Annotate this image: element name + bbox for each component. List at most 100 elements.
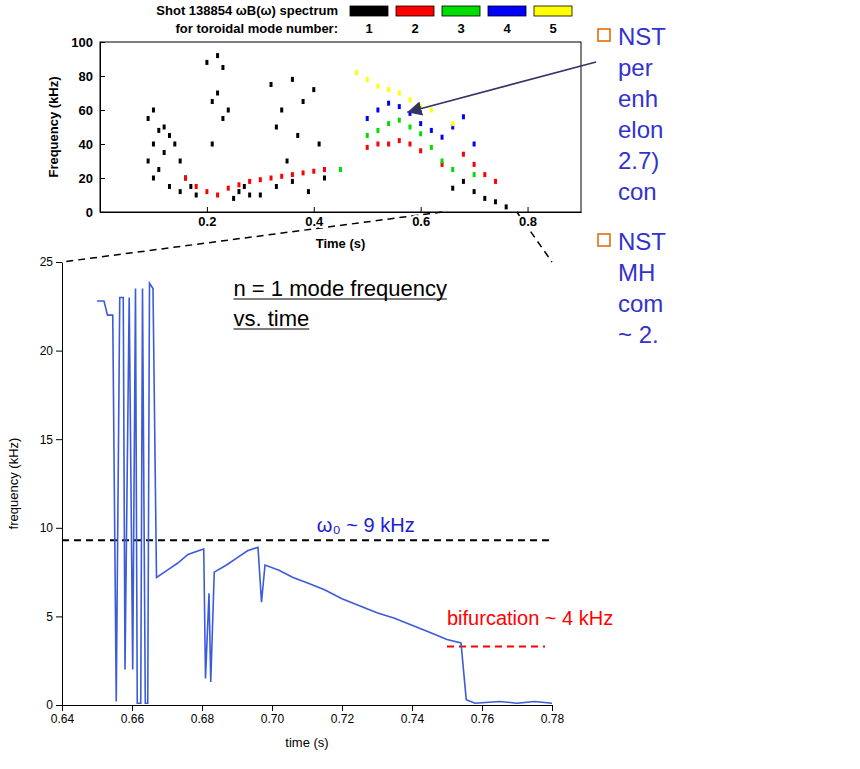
data-point (147, 116, 150, 121)
title-underline (234, 298, 447, 299)
data-point (307, 189, 310, 194)
data-point (376, 84, 379, 89)
tick: 0.4 (305, 207, 324, 229)
tick-label: 0.74 (401, 712, 425, 726)
slide-canvas: 0.20.40.60.8020406080100Time (s)Frequenc… (0, 0, 860, 769)
legend-swatch (488, 6, 526, 16)
tick-mark (100, 76, 105, 77)
tick-mark (207, 207, 208, 212)
tick-mark (412, 705, 413, 711)
tick-mark (314, 207, 315, 212)
tick-label: 25 (40, 255, 54, 269)
tick: 0.8 (519, 207, 537, 229)
data-point (366, 133, 369, 138)
data-point (483, 196, 486, 201)
data-point (152, 176, 155, 181)
data-point (387, 142, 390, 147)
data-point (408, 97, 411, 102)
data-point (376, 128, 379, 133)
tick: 80 (79, 69, 105, 84)
data-point (232, 196, 235, 201)
data-point (451, 121, 454, 126)
data-point (291, 179, 294, 184)
data-point (168, 133, 171, 138)
data-point (430, 128, 433, 133)
data-point (323, 167, 326, 172)
data-point (248, 179, 251, 184)
tick-label: 0.76 (471, 712, 495, 726)
data-point (419, 121, 422, 126)
legend-label: 2 (411, 21, 418, 36)
data-point (173, 142, 176, 147)
data-point (280, 108, 283, 113)
tick-label: 0.6 (412, 214, 430, 229)
data-point (291, 172, 294, 177)
tick: 20 (40, 344, 62, 358)
axis-title: Time (s) (316, 236, 366, 251)
tick-mark (100, 42, 105, 43)
axis: 0.640.660.680.700.720.740.760.78 (51, 705, 565, 726)
axis-title: time (s) (285, 735, 328, 750)
tick-label: 60 (79, 103, 93, 118)
data-point (227, 108, 230, 113)
chart-title: Shot 138854 ωB(ω) spectrum (156, 3, 338, 18)
tick: 0.64 (51, 705, 75, 726)
data-point (157, 167, 160, 172)
data-point (387, 87, 390, 92)
data-point (312, 87, 315, 92)
tick-mark (342, 705, 343, 711)
data-point (237, 182, 240, 187)
data-point (270, 82, 273, 87)
tick-mark (56, 705, 62, 706)
data-point (184, 176, 187, 181)
bullet-text: MH (618, 259, 655, 286)
data-point (270, 176, 273, 181)
bullet-text: elon (618, 116, 663, 143)
tick: 40 (79, 137, 105, 152)
tick-label: 20 (40, 344, 54, 358)
data-point (419, 148, 422, 153)
data-point (216, 91, 219, 96)
bullet-marker (598, 234, 610, 246)
tick-label: 40 (79, 137, 93, 152)
tick-label: 100 (71, 35, 93, 50)
legend-swatch (350, 6, 388, 16)
tick-mark (56, 616, 62, 617)
tick: 20 (79, 171, 105, 186)
tick-label: 10 (40, 521, 54, 535)
data-point (280, 174, 283, 179)
axis-line (101, 212, 582, 213)
data-point (152, 142, 155, 147)
tick-mark (100, 178, 105, 179)
tick-label: 0 (86, 205, 93, 220)
tick-mark (56, 262, 62, 263)
annotation: bifurcation ~ 4 kHz (447, 607, 613, 629)
annotation: ω₀ ~ 9 kHz (317, 514, 415, 536)
bullet-text: NST (618, 23, 666, 50)
tick-label: 0 (46, 698, 53, 712)
data-point (398, 91, 401, 96)
tick-mark (528, 207, 529, 212)
data-point (376, 108, 379, 113)
data-point (366, 77, 369, 82)
tick-mark (272, 705, 273, 711)
data-point (462, 114, 465, 119)
data-point (398, 104, 401, 109)
legend-swatch (442, 6, 480, 16)
data-point (339, 167, 342, 172)
data-point (205, 60, 208, 65)
tick: 0.70 (261, 705, 285, 726)
tick-mark (132, 705, 133, 711)
tick: 0 (86, 205, 105, 220)
tick: 15 (40, 433, 62, 447)
tick-mark (100, 110, 105, 111)
data-point (302, 99, 305, 104)
legend-swatch (396, 6, 434, 16)
data-point (451, 167, 454, 172)
data-point (286, 159, 289, 164)
data-point (462, 179, 465, 184)
tick-mark (56, 528, 62, 529)
data-point (312, 169, 315, 174)
data-point (494, 179, 497, 184)
data-point (205, 189, 208, 194)
